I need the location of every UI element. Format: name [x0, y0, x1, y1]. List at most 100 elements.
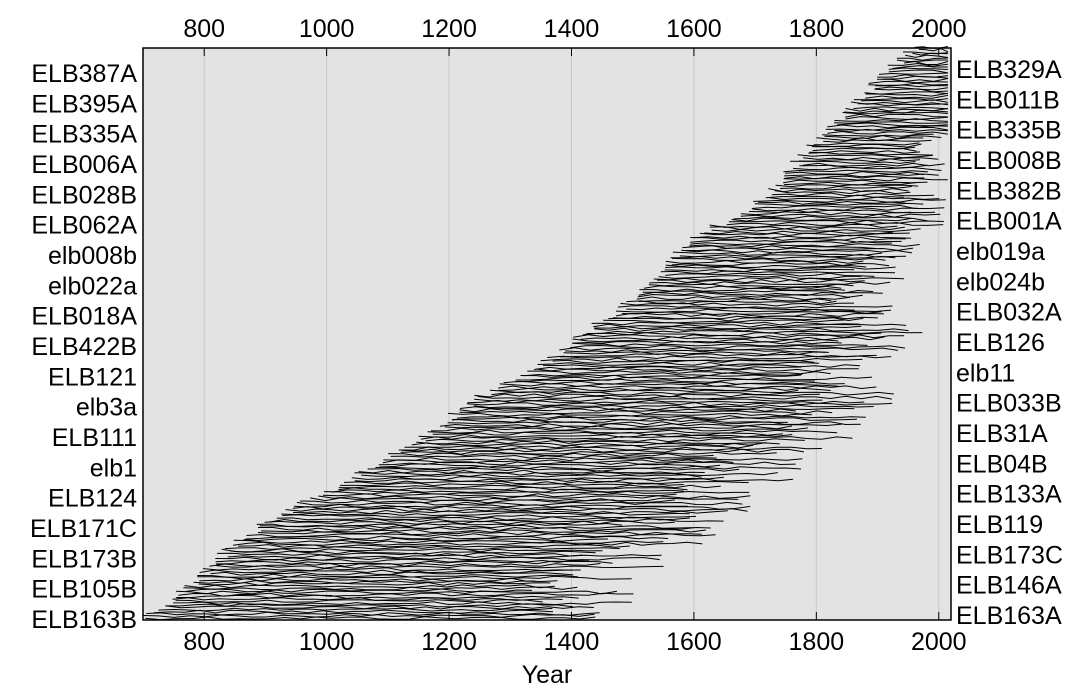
series-segment: [184, 584, 555, 589]
series-segment: [799, 164, 929, 169]
series-segment: [515, 376, 873, 381]
right-series-label: ELB163A: [956, 602, 1062, 630]
series-segment: [637, 293, 863, 299]
series-segment: [784, 173, 939, 178]
left-series-label: ELB124: [48, 485, 137, 513]
series-segment: [671, 262, 890, 267]
left-series-label: elb008b: [48, 242, 137, 270]
left-series-label: elb1: [90, 454, 137, 482]
left-series-label: ELB335A: [31, 121, 137, 149]
series-segment: [670, 255, 896, 260]
left-series-label: ELB395A: [31, 90, 137, 118]
x-tick-label-bottom: 1800: [789, 628, 845, 656]
series-segment: [430, 427, 808, 432]
series-segment: [296, 501, 743, 506]
series-segment: [197, 573, 578, 578]
series-segment: [282, 514, 697, 519]
right-series-label: elb019a: [956, 238, 1045, 266]
series-segment: [902, 51, 948, 55]
series-segment: [367, 467, 740, 472]
series-segment: [878, 72, 948, 75]
series-segment: [293, 503, 688, 508]
series-segment: [172, 596, 563, 602]
left-series-label: ELB018A: [31, 303, 137, 331]
series-segment: [837, 122, 948, 127]
series-segment: [918, 48, 949, 53]
series-segment: [183, 586, 578, 591]
series-segment: [338, 484, 721, 489]
right-series-label: ELB04B: [956, 450, 1048, 478]
left-series-label: elb022a: [48, 272, 137, 300]
left-series-label: ELB173B: [31, 545, 137, 573]
series-segment: [656, 279, 865, 284]
x-tick-label-top: 1200: [421, 15, 477, 43]
left-series-label: ELB062A: [31, 212, 137, 240]
series-segment: [547, 355, 892, 360]
series-segment: [665, 272, 875, 277]
series-segment: [498, 385, 877, 390]
series-segment: [798, 158, 921, 163]
series-segment: [845, 107, 948, 112]
series-segment: [768, 196, 940, 201]
series-segment: [185, 588, 533, 593]
series-segment: [427, 429, 838, 434]
series-segment: [681, 249, 913, 254]
series-segment: [572, 342, 868, 347]
series-segment: [269, 518, 724, 523]
series-segment: [806, 143, 922, 148]
series-segment: [142, 613, 595, 618]
right-series-label: ELB033B: [956, 390, 1062, 418]
series-segment: [785, 171, 924, 176]
series-segment: [565, 349, 826, 353]
series-segment: [216, 565, 664, 569]
series-segment: [354, 471, 778, 477]
series-segment: [780, 185, 912, 190]
series-segment: [474, 393, 821, 398]
series-segment: [853, 97, 948, 101]
x-tick-label-top: 2000: [911, 15, 967, 43]
series-segment: [825, 126, 948, 131]
series-segment: [281, 512, 690, 517]
series-segment: [612, 315, 878, 320]
series-segment: [740, 213, 941, 218]
series-segment: [731, 217, 928, 222]
series-segment: [874, 86, 948, 91]
series-segment: [877, 74, 948, 78]
series-segment: [416, 440, 767, 445]
series-segment: [775, 184, 919, 188]
series-segment: [834, 118, 948, 122]
series-segment: [711, 228, 921, 233]
series-segment: [809, 150, 921, 154]
series-segment: [603, 319, 847, 324]
x-tick-label-bottom: 2000: [911, 628, 967, 656]
series-segment: [865, 94, 948, 99]
series-segment: [459, 406, 855, 411]
series-segment: [690, 239, 902, 243]
series-segment: [351, 476, 724, 481]
series-segment: [733, 215, 912, 220]
series-segment: [542, 364, 861, 368]
x-tick-label-bottom: 1000: [299, 628, 355, 656]
series-segment: [447, 412, 812, 417]
top-tick-labels: 800 1000 1200 1400 1600 1800 2000: [183, 15, 966, 43]
right-series-label: ELB126: [956, 329, 1045, 357]
series-segment: [375, 465, 802, 470]
series-segment: [261, 529, 706, 534]
x-tick-label-top: 1600: [666, 15, 722, 43]
left-series-label: ELB121: [48, 363, 137, 391]
series-segment: [420, 435, 853, 440]
x-tick-label-bottom: 1400: [544, 628, 600, 656]
right-series-label: ELB382B: [956, 177, 1062, 205]
series-segment: [771, 192, 935, 197]
series-segment: [258, 526, 711, 531]
series-segment: [896, 57, 948, 61]
series-segment: [754, 202, 924, 207]
series-segment: [537, 361, 820, 366]
series-segment: [215, 556, 660, 561]
right-series-label: ELB008B: [956, 147, 1062, 175]
series-segment: [404, 444, 754, 449]
series-segment: [173, 601, 632, 606]
series-segment: [765, 194, 904, 199]
series-segment: [523, 372, 803, 377]
series-segment: [586, 330, 923, 334]
